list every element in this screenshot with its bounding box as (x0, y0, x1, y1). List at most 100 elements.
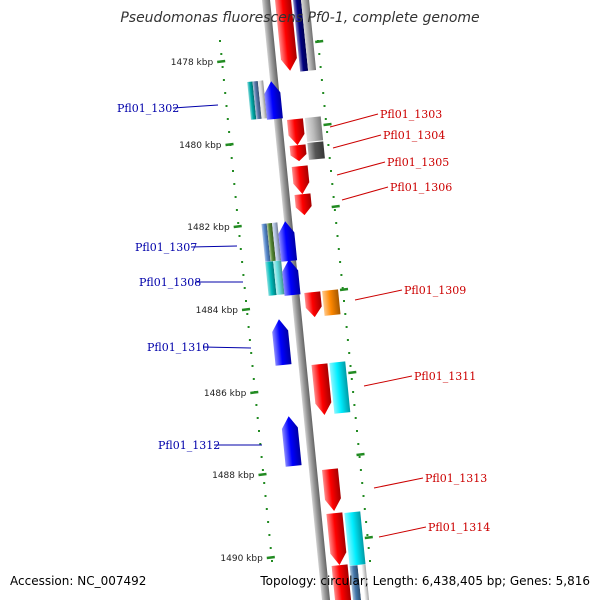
gene-feature-pfl01_1302[interactable] (263, 80, 283, 120)
gene-feature-pfl01_1308[interactable] (281, 258, 301, 296)
gene-feature[interactable] (331, 564, 353, 600)
gene-arrow[interactable] (281, 415, 302, 467)
major-tick (233, 224, 242, 229)
gene-feature-pfl01_1313[interactable] (322, 468, 342, 511)
gene-feature-pfl01_1309[interactable] (304, 291, 322, 318)
feature-segment (299, 0, 317, 71)
gene-feature-pfl01_1307[interactable] (277, 220, 298, 262)
tick-dot (339, 261, 342, 263)
gene-arrow[interactable] (294, 193, 313, 216)
tick-dot (323, 105, 326, 107)
gene-feature-pfl01_1303[interactable] (287, 118, 306, 146)
scale-labels: 1478 kbp 1480 kbp 1482 kbp 1484 kbp 1486 kbp… (171, 39, 373, 564)
gene-labels: Pfl01_1302 Pfl01_1303 Pfl01_1304 Pfl01_1305… (117, 102, 490, 538)
gene-feature-pfl01_1311[interactable] (329, 361, 351, 414)
major-tick (323, 122, 332, 127)
feature-segment (322, 289, 341, 316)
feature-segment (349, 565, 363, 600)
gene-arrow[interactable] (274, 0, 298, 72)
gene-label-pfl01_1311[interactable]: Pfl01_1311 (414, 370, 476, 383)
gene-feature[interactable] (274, 0, 298, 72)
tick-dot (243, 287, 246, 289)
tick-dot (349, 365, 352, 367)
gene-feature-pfl01_1307[interactable] (261, 222, 282, 262)
gene-label-pfl01_1314[interactable]: Pfl01_1314 (428, 521, 490, 534)
gene-feature-pfl01_1302[interactable] (247, 80, 267, 120)
major-tick (315, 39, 324, 44)
feature-segment (247, 81, 257, 120)
gene-label-pfl01_1303[interactable]: Pfl01_1303 (380, 108, 442, 121)
gene-label-pfl01_1307[interactable]: Pfl01_1307 (135, 241, 197, 254)
tick-dot (354, 417, 357, 419)
tick-dot (331, 183, 334, 185)
major-tick (258, 472, 267, 477)
gene-feature-pfl01_1303[interactable] (304, 116, 324, 142)
tick-dot (224, 92, 227, 94)
feature-segment (257, 80, 267, 119)
gene-feature-pfl01_1306[interactable] (294, 193, 313, 216)
leader-line (378, 526, 427, 538)
gene-arrow[interactable] (263, 80, 283, 120)
tick-dot (261, 469, 264, 471)
gene-feature[interactable] (349, 564, 371, 600)
tick-dot (228, 131, 231, 133)
gene-feature-pfl01_1309[interactable] (322, 289, 341, 316)
tick-dot (357, 443, 360, 445)
gene-label-pfl01_1312[interactable]: Pfl01_1312 (158, 439, 220, 452)
gene-label-pfl01_1305[interactable]: Pfl01_1305 (387, 156, 449, 169)
gene-label-pfl01_1308[interactable]: Pfl01_1308 (139, 276, 201, 289)
gene-arrow[interactable] (277, 220, 298, 262)
gene-feature-pfl01_1310[interactable] (271, 318, 292, 366)
gene-feature-pfl01_1304[interactable] (289, 144, 308, 162)
gene-arrow[interactable] (271, 318, 292, 366)
tick-dot (343, 300, 345, 302)
gene-label-pfl01_1313[interactable]: Pfl01_1313 (425, 472, 487, 485)
tick-dot (239, 248, 242, 250)
gene-feature-pfl01_1314[interactable] (326, 512, 347, 565)
gene-arrow[interactable] (289, 144, 308, 162)
tick-dot (235, 209, 238, 211)
gene-feature-pfl01_1308[interactable] (265, 260, 285, 296)
major-tick (225, 142, 234, 147)
feature-segment (273, 260, 285, 296)
accession-text: Accession: NC_007492 (10, 574, 147, 588)
gene-feature-pfl01_1311[interactable] (311, 363, 333, 415)
tick-dot (271, 560, 273, 562)
leader-line (202, 346, 252, 349)
feature-segment (261, 223, 271, 262)
gene-arrow[interactable] (281, 258, 301, 296)
tick-dot (335, 222, 338, 224)
feature-segment (266, 222, 276, 262)
gene-arrow[interactable] (322, 468, 342, 511)
leader-line (341, 186, 389, 201)
tick-dot (233, 183, 236, 185)
feature-segment (265, 261, 277, 296)
tick-dot (241, 261, 244, 263)
gene-arrow[interactable] (291, 165, 311, 195)
tick-dot (341, 287, 344, 289)
gene-feature[interactable] (292, 0, 317, 72)
gene-feature-pfl01_1314[interactable] (344, 511, 366, 566)
gene-label-pfl01_1306[interactable]: Pfl01_1306 (390, 181, 452, 194)
gene-feature-pfl01_1312[interactable] (281, 415, 302, 467)
gene-label-pfl01_1309[interactable]: Pfl01_1309 (404, 284, 466, 297)
tick-dot (252, 378, 255, 380)
tick-dot (246, 313, 249, 315)
gene-features (247, 0, 371, 600)
gene-feature-pfl01_1305[interactable] (291, 165, 311, 195)
tick-dot (256, 417, 259, 419)
gene-arrow[interactable] (287, 118, 306, 146)
tick-dot (350, 378, 353, 380)
gene-arrow[interactable] (326, 512, 347, 565)
gene-label-pfl01_1310[interactable]: Pfl01_1310 (147, 341, 209, 354)
major-tick (348, 370, 357, 375)
gene-arrow[interactable] (304, 291, 322, 318)
gene-arrow[interactable] (311, 363, 333, 415)
gene-label-pfl01_1302[interactable]: Pfl01_1302 (117, 102, 179, 115)
major-tick (331, 204, 340, 209)
leader-line (373, 477, 424, 489)
kbp-label: 1490 kbp (220, 554, 263, 564)
tick-dot (345, 326, 348, 328)
gene-label-pfl01_1304[interactable]: Pfl01_1304 (383, 129, 445, 142)
gene-feature-pfl01_1304[interactable] (307, 141, 325, 160)
